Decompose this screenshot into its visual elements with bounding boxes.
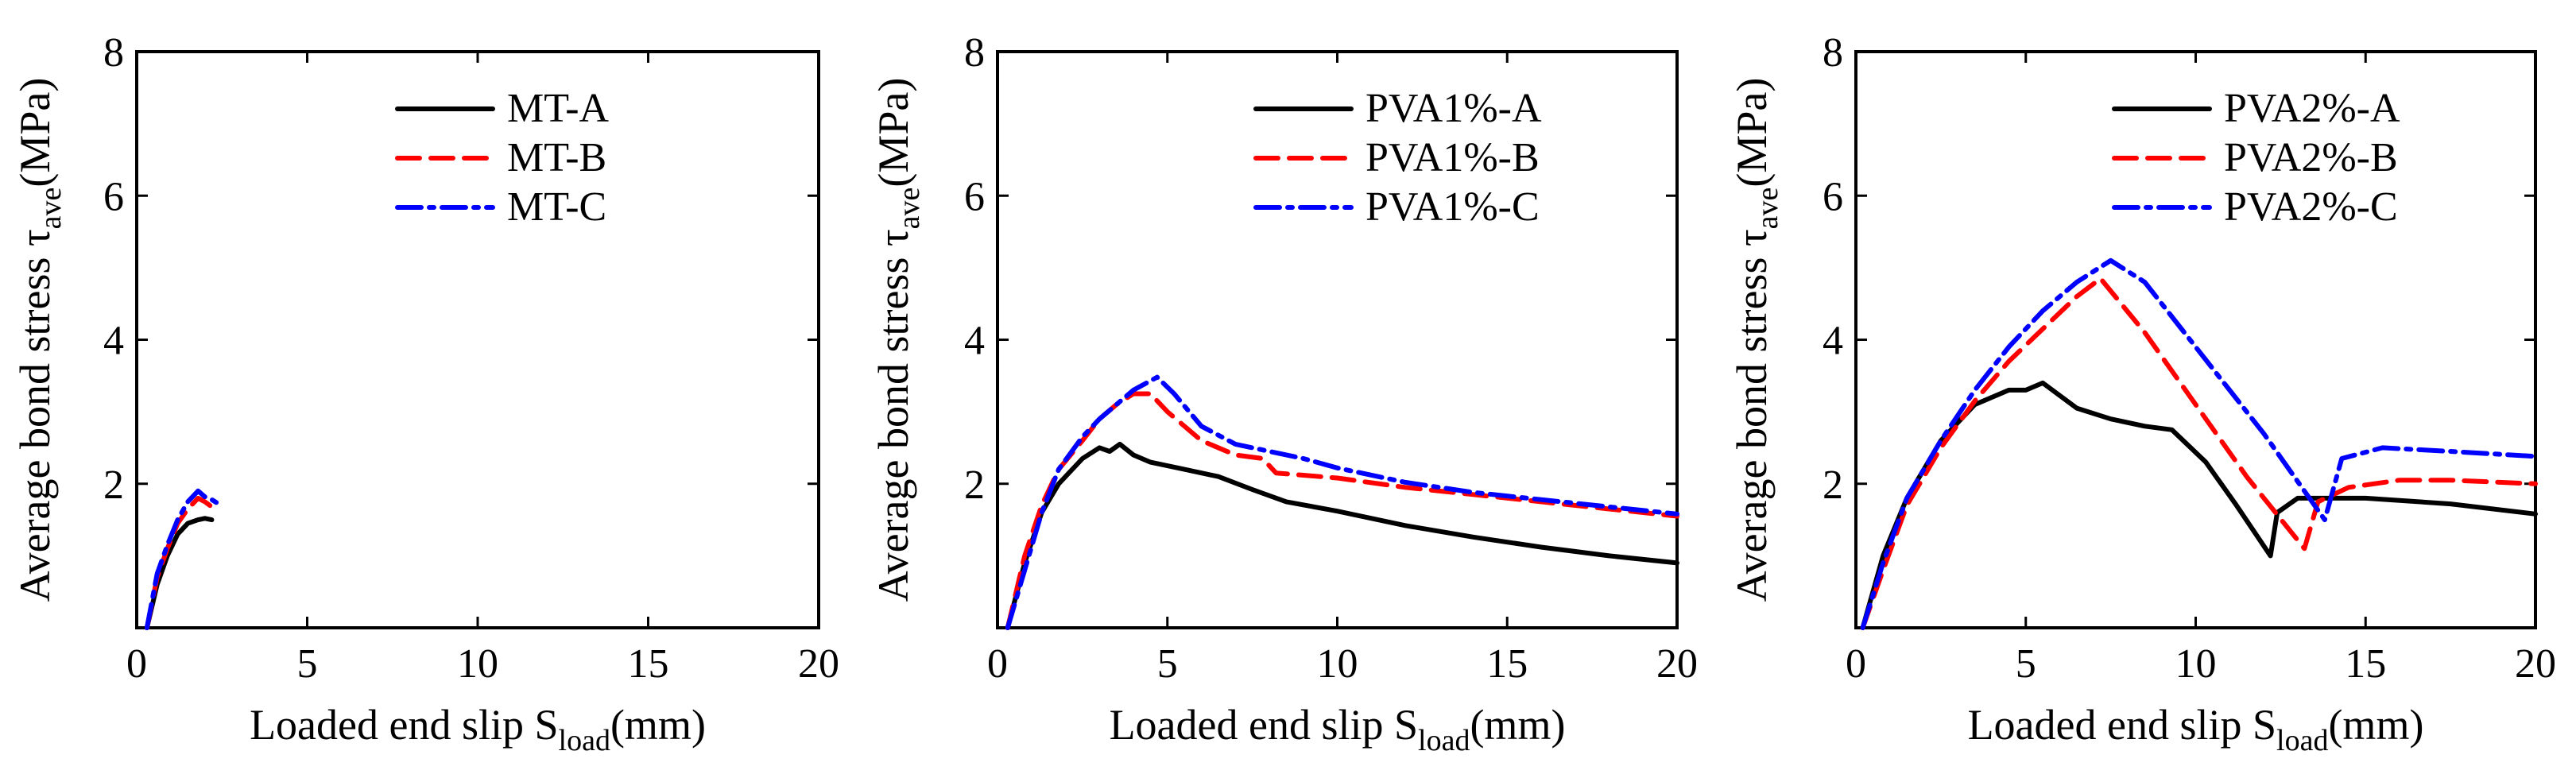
legend-label: PVA1%-C xyxy=(1365,184,1540,230)
y-tick-label: 2 xyxy=(1823,463,1843,508)
legend-label: PVA2%-C xyxy=(2224,184,2398,230)
y-tick-label: 2 xyxy=(964,463,985,508)
x-tick-label: 15 xyxy=(628,641,669,687)
y-axis-title: Average bond stress τave(MPa) xyxy=(11,78,68,602)
y-axis-title-main: Average bond stress τ xyxy=(11,229,59,602)
series-line-mt-c xyxy=(144,488,221,630)
x-tick-label: 10 xyxy=(457,641,498,687)
y-tick-label: 6 xyxy=(964,174,985,219)
x-tick-label: 10 xyxy=(1317,641,1358,687)
series-line-pva1-a xyxy=(1005,441,1679,630)
y-axis-title: Average bond stress τave(MPa) xyxy=(1728,78,1784,602)
y-tick-label: 6 xyxy=(1823,174,1843,219)
x-axis-title-unit: (mm) xyxy=(2328,701,2423,749)
y-tick-label: 4 xyxy=(103,319,124,364)
x-axis-title: Loaded end slip Sload(mm) xyxy=(250,701,706,757)
x-tick-label: 15 xyxy=(2345,641,2386,687)
series-line-pva1-b xyxy=(1005,391,1679,630)
plot-frame xyxy=(135,50,820,629)
x-tick-label: 0 xyxy=(987,641,1008,687)
plot-frame xyxy=(1854,50,2537,629)
x-tick-label: 0 xyxy=(1846,641,1866,687)
legend-label: MT-C xyxy=(507,184,606,230)
x-axis-title-main: Loaded end slip S xyxy=(250,701,558,749)
y-tick-label: 4 xyxy=(1823,319,1843,364)
series-line-pva2-b xyxy=(1860,276,2538,630)
x-axis-title: Loaded end slip Sload(mm) xyxy=(1110,701,1566,757)
x-tick-label: 5 xyxy=(297,641,318,687)
legend-label: PVA2%-A xyxy=(2224,86,2400,131)
x-axis-title-subscript: load xyxy=(2276,724,2328,757)
y-tick-label: 8 xyxy=(1823,30,1843,75)
x-tick-label: 0 xyxy=(126,641,147,687)
panel-pva1: 0 5 10 15 20 2 4 6 8 Loaded end slip Sload(mm) Ave… xyxy=(870,30,1698,757)
x-axis-title-subscript: load xyxy=(1418,724,1470,757)
y-axis-title-subscript: ave xyxy=(34,188,68,230)
y-tick-label: 2 xyxy=(103,463,124,508)
plot-frame xyxy=(996,50,1679,629)
panel-pva2: 0 5 10 15 20 2 4 6 8 Loaded end slip Sload(mm) Ave… xyxy=(1728,30,2556,757)
y-axis-title: Average bond stress τave(MPa) xyxy=(870,78,926,602)
legend-label: MT-A xyxy=(507,86,610,131)
series-line-mt-b xyxy=(144,495,221,630)
legend: MT-AMT-BMT-C xyxy=(395,86,610,230)
x-axis-title-unit: (mm) xyxy=(610,701,706,749)
x-tick-label: 20 xyxy=(2515,641,2556,687)
x-tick-label: 20 xyxy=(1656,641,1698,687)
y-tick-label: 6 xyxy=(103,174,124,219)
panel-mt: 0 5 10 15 20 2 4 6 8 Loaded end slip Sload(mm) Ave… xyxy=(11,30,839,757)
x-tick-label: 15 xyxy=(1486,641,1528,687)
x-axis-title-subscript: load xyxy=(559,724,610,757)
x-axis-title-main: Loaded end slip S xyxy=(1110,701,1418,749)
x-tick-label: 5 xyxy=(2016,641,2036,687)
x-axis-title-main: Loaded end slip S xyxy=(1968,701,2276,749)
x-tick-label: 5 xyxy=(1157,641,1178,687)
y-tick-label: 8 xyxy=(964,30,985,75)
y-axis-title-unit: (MPa) xyxy=(11,78,59,188)
x-axis-title: Loaded end slip Sload(mm) xyxy=(1968,701,2424,757)
legend-label: PVA1%-B xyxy=(1365,135,1540,180)
y-tick-label: 4 xyxy=(964,319,985,364)
series-line-pva2-c xyxy=(1860,257,2538,630)
y-axis-title-unit: (MPa) xyxy=(1728,78,1776,188)
x-axis-title-unit: (mm) xyxy=(1470,701,1565,749)
y-axis-title-main: Average bond stress τ xyxy=(870,229,917,602)
legend-label: PVA2%-B xyxy=(2224,135,2398,180)
y-axis-title-subscript: ave xyxy=(893,188,926,230)
legend-label: MT-B xyxy=(507,135,606,180)
x-tick-label: 20 xyxy=(798,641,839,687)
y-tick-label: 8 xyxy=(103,30,124,75)
legend-label: PVA1%-A xyxy=(1365,86,1542,131)
y-axis-title-main: Average bond stress τ xyxy=(1728,229,1776,602)
x-tick-label: 10 xyxy=(2175,641,2217,687)
series-line-pva1-c xyxy=(1005,374,1679,630)
y-axis-title-unit: (MPa) xyxy=(870,78,917,188)
y-axis-title-subscript: ave xyxy=(1751,188,1784,230)
